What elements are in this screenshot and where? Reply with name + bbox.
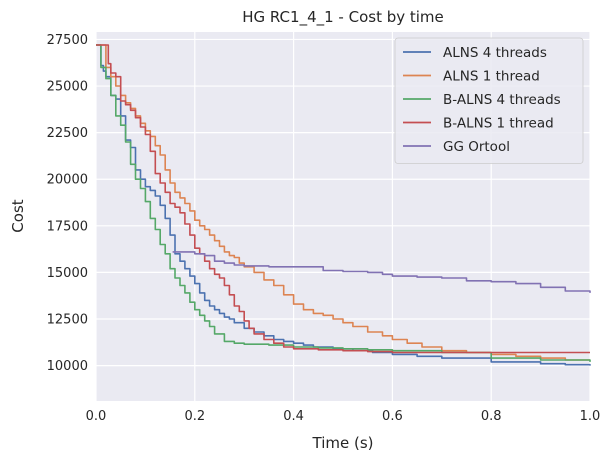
grid-lines	[95, 32, 591, 401]
legend-entry: B-ALNS 4 threads	[443, 92, 561, 108]
y-tick-label: 27500	[47, 33, 88, 48]
chart-title: HG RC1_4_1 - Cost by time	[242, 8, 444, 27]
series-line-2	[96, 44, 591, 362]
y-tick-label: 25000	[47, 80, 88, 95]
legend-entry: ALNS 4 threads	[443, 45, 547, 61]
x-axis-label: Time (s)	[312, 434, 374, 452]
x-tick-label: 0.6	[382, 409, 403, 424]
y-tick-label: 15000	[47, 266, 88, 281]
x-tick-label: 0.8	[481, 409, 502, 424]
series-lines	[96, 44, 591, 366]
y-tick-label: 22500	[47, 126, 88, 141]
legend-entry: ALNS 1 thread	[443, 69, 540, 85]
x-tick-label: 0.2	[184, 409, 205, 424]
legend-entry: GG Ortool	[443, 139, 510, 155]
y-tick-label: 17500	[47, 219, 88, 234]
x-tick-label: 0.0	[86, 409, 107, 424]
x-tick-label: 1.0	[580, 409, 601, 424]
series-line-4	[172, 251, 591, 293]
y-tick-label: 20000	[47, 173, 88, 188]
y-tick-label: 10000	[47, 359, 88, 374]
x-tick-label: 0.4	[283, 409, 304, 424]
y-tick-label: 12500	[47, 313, 88, 328]
series-line-1	[96, 44, 590, 361]
legend-box	[394, 37, 584, 164]
legend-entry: B-ALNS 1 thread	[443, 116, 554, 132]
legend: ALNS 4 threads ALNS 1 thread B-ALNS 4 thre…	[394, 37, 584, 164]
tick-labels: 0.0 0.2 0.4 0.6 0.8 1.0 10000 12500 15000 17500 20…	[47, 33, 601, 424]
y-axis-label: Cost	[9, 199, 27, 232]
